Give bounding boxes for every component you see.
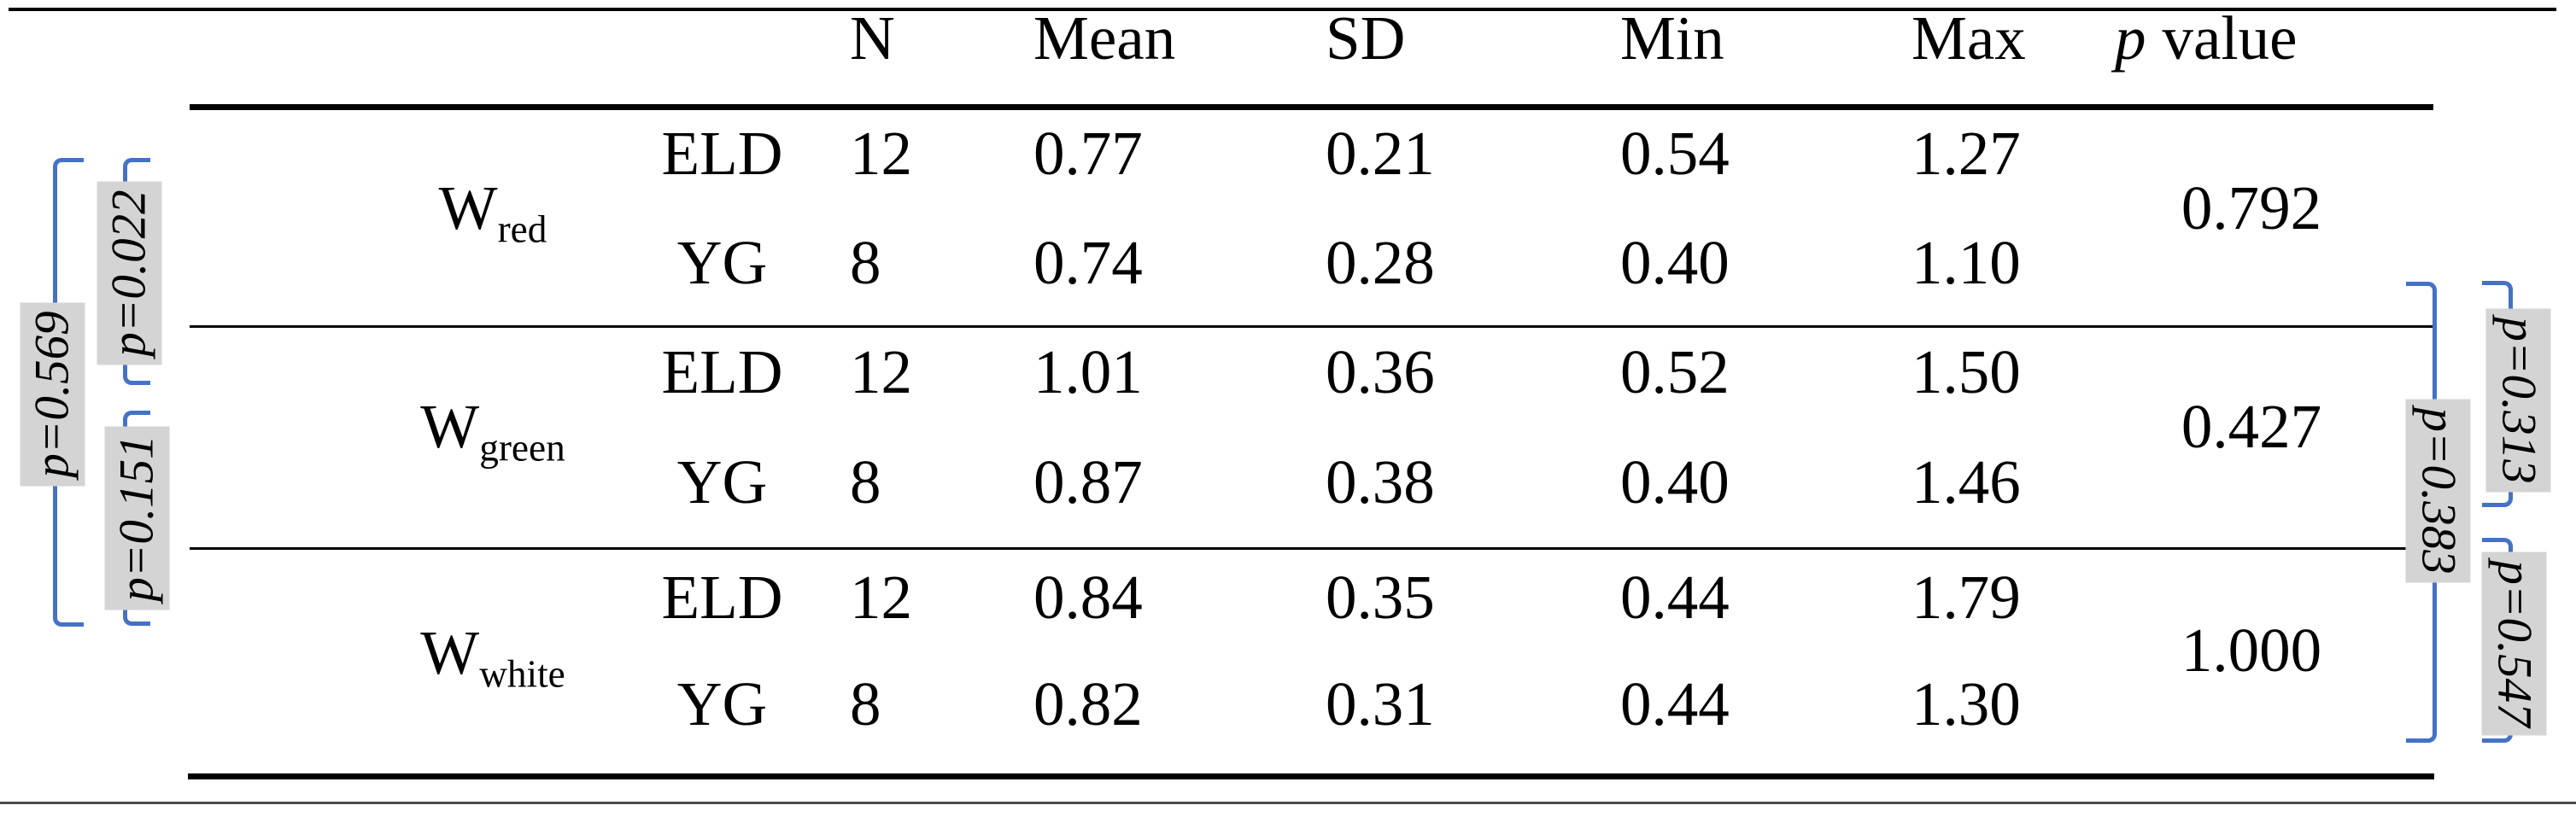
cell-n: 12 xyxy=(850,562,912,632)
cell-mean: 1.01 xyxy=(1033,336,1143,406)
group-subscript: green xyxy=(479,426,565,470)
cell-mean: 0.87 xyxy=(1033,446,1143,516)
cell-n: 12 xyxy=(850,118,912,188)
p-label-left-inner-top: p=0.022 xyxy=(97,181,162,365)
row-group-label-white: Wwhite xyxy=(342,617,644,693)
cell-min: 0.40 xyxy=(1620,446,1730,516)
cell-sd: 0.28 xyxy=(1326,227,1435,297)
cell-max: 1.79 xyxy=(1912,562,2021,632)
cell-mean: 0.84 xyxy=(1033,562,1143,632)
p-symbol: p xyxy=(2115,3,2146,73)
group-subscript: red xyxy=(497,207,547,251)
group-subscript: white xyxy=(479,652,565,696)
header-min: Min xyxy=(1620,3,1724,73)
group-symbol: W xyxy=(420,617,480,687)
cohort-label: YG xyxy=(676,446,768,516)
cell-max: 1.46 xyxy=(1912,446,2021,516)
cohort-label: ELD xyxy=(661,562,783,632)
cell-sd: 0.35 xyxy=(1326,562,1435,632)
cell-min: 0.44 xyxy=(1620,562,1730,632)
header-sd: SD xyxy=(1326,3,1406,73)
cohort-label: ELD xyxy=(661,118,783,188)
cell-n: 8 xyxy=(850,668,881,738)
header-mean: Mean xyxy=(1033,3,1176,73)
p-label-right-inner-top: p=0.313 xyxy=(2485,308,2551,493)
section-divider-1 xyxy=(190,325,2433,328)
cell-n: 8 xyxy=(850,227,881,297)
cell-min: 0.54 xyxy=(1620,118,1730,188)
p-label-right-outer: p=0.383 xyxy=(2405,399,2471,583)
cell-mean: 0.74 xyxy=(1033,227,1143,297)
header-max: Max xyxy=(1912,3,2026,73)
section-divider-2 xyxy=(190,547,2433,550)
cell-p-value: 1.000 xyxy=(2181,615,2322,685)
row-group-label-green: Wgreen xyxy=(342,391,644,467)
cell-sd: 0.31 xyxy=(1326,668,1435,738)
header-p-value: p value xyxy=(2115,3,2298,73)
cell-p-value: 0.792 xyxy=(2181,172,2322,242)
cohort-label: YG xyxy=(676,227,768,297)
cell-max: 1.50 xyxy=(1912,336,2021,406)
group-symbol: W xyxy=(420,391,480,461)
cohort-label: ELD xyxy=(661,336,783,406)
p-word: value xyxy=(2162,3,2298,73)
cell-min: 0.44 xyxy=(1620,668,1730,738)
cell-mean: 0.77 xyxy=(1033,118,1143,188)
header-n: N xyxy=(850,3,895,73)
cell-n: 12 xyxy=(850,336,912,406)
cohort-label: YG xyxy=(676,668,768,738)
cell-min: 0.52 xyxy=(1620,336,1730,406)
page-bottom-rule xyxy=(0,802,2576,804)
header-underline-rule xyxy=(190,104,2433,110)
table-top-rule xyxy=(9,8,2556,11)
cell-max: 1.10 xyxy=(1912,227,2021,297)
cell-sd: 0.21 xyxy=(1326,118,1435,188)
cell-p-value: 0.427 xyxy=(2181,391,2322,461)
p-label-left-outer: p=0.569 xyxy=(20,302,85,487)
group-symbol: W xyxy=(438,172,498,242)
cell-sd: 0.36 xyxy=(1326,336,1435,406)
cell-min: 0.40 xyxy=(1620,227,1730,297)
cell-max: 1.27 xyxy=(1912,118,2021,188)
table-bottom-rule xyxy=(188,773,2434,779)
cell-n: 8 xyxy=(850,446,881,516)
row-group-label-red: Wred xyxy=(342,172,644,248)
p-label-right-inner-bottom: p=0.547 xyxy=(2481,551,2547,736)
cell-max: 1.30 xyxy=(1912,668,2021,738)
cell-sd: 0.38 xyxy=(1326,446,1435,516)
cell-mean: 0.82 xyxy=(1033,668,1143,738)
p-label-left-inner-bottom: p=0.151 xyxy=(104,426,170,610)
